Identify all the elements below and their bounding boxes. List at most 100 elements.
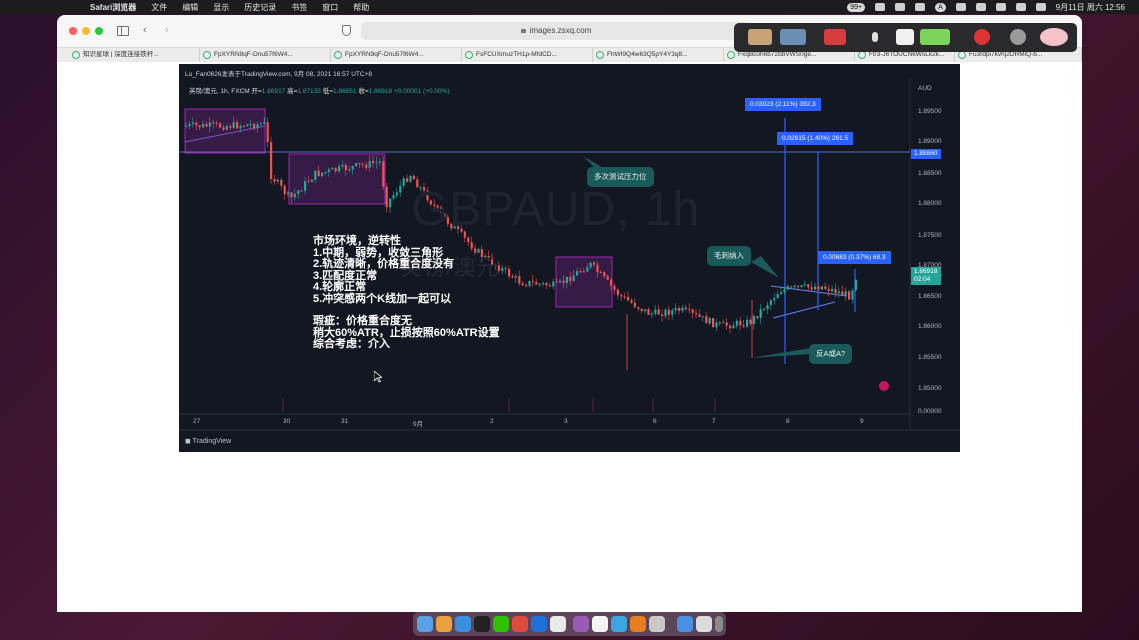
status-icon[interactable] xyxy=(895,3,906,11)
notes-icon[interactable] xyxy=(550,616,566,632)
candle-body xyxy=(545,282,548,286)
candle-body xyxy=(681,307,684,311)
candle-body xyxy=(773,298,776,301)
app-icon[interactable] xyxy=(611,616,627,632)
back-arrow-icon[interactable]: ‹ xyxy=(143,24,147,36)
candle-body xyxy=(623,296,626,298)
time-tick: 8 xyxy=(786,418,790,425)
gear-icon[interactable] xyxy=(1010,29,1026,45)
address-bar[interactable]: images.zsxq.com xyxy=(361,22,751,40)
tab-item[interactable]: FpXYRN9qF-Dnu57f6W4... xyxy=(331,48,462,62)
close-value: 1.86918 xyxy=(368,88,393,95)
candle-body xyxy=(416,179,419,188)
candle-body xyxy=(790,286,793,288)
callout-bubble[interactable]: 反A或A? xyxy=(809,344,853,364)
menu-bookmarks[interactable]: 书签 xyxy=(291,2,308,12)
candle-body xyxy=(800,285,803,287)
input-method-icon[interactable]: A xyxy=(935,2,946,12)
menu-file[interactable]: 文件 xyxy=(151,2,168,12)
candle-body xyxy=(263,121,266,124)
highlighter-tool-icon[interactable] xyxy=(920,29,950,45)
tab-item[interactable]: FpXYRN9qF-Dnu57f6W4... xyxy=(200,48,331,62)
note-line: 稍大60%ATR，止损按照60%ATR设置 xyxy=(313,326,500,339)
callout-bubble[interactable]: 毛刺纳入 xyxy=(707,246,751,266)
search-icon[interactable] xyxy=(1015,3,1026,11)
privacy-shield-icon[interactable] xyxy=(342,25,351,36)
whiteboard-icon[interactable] xyxy=(896,29,914,45)
candle-body xyxy=(596,264,599,273)
candle-body xyxy=(419,187,422,189)
tv-brand: TradingView xyxy=(192,438,232,445)
measure-label[interactable]: 0.02615 (1.40%) 261.5 xyxy=(777,132,854,145)
tab-item[interactable]: FsFCUXmuzTH1p-MfdCD... xyxy=(462,48,593,62)
trash-icon[interactable] xyxy=(715,616,723,632)
candle-body xyxy=(661,314,664,317)
minimize-window-icon[interactable] xyxy=(82,27,90,35)
tab-item[interactable]: FxqBcoh6b72bbVWS0ge... xyxy=(724,48,855,62)
wechat-icon[interactable] xyxy=(493,616,509,632)
app-icon[interactable] xyxy=(630,616,646,632)
menu-window[interactable]: 窗口 xyxy=(322,2,339,12)
price-chart-canvas[interactable] xyxy=(179,64,960,452)
qq-icon[interactable] xyxy=(474,616,490,632)
note-line: 综合考虑：介入 xyxy=(313,338,390,350)
menu-history[interactable]: 历史记录 xyxy=(244,2,277,12)
cartoon-avatar-icon[interactable] xyxy=(1040,28,1068,46)
app-icon[interactable] xyxy=(573,616,589,632)
candle-body xyxy=(633,302,636,308)
note-line: 2.轨迹清晰，价格重合度没有 xyxy=(313,258,455,270)
triangle-line xyxy=(770,285,848,297)
wifi-icon[interactable] xyxy=(995,3,1006,11)
sidebar-toggle-icon[interactable] xyxy=(117,26,129,36)
menu-app-name[interactable]: Safari浏览器 xyxy=(90,2,137,12)
menubar-clock[interactable]: 9月11日 周六 12:56 xyxy=(1055,2,1125,12)
menu-help[interactable]: 帮助 xyxy=(353,2,370,12)
forward-arrow-icon[interactable]: › xyxy=(165,24,169,36)
chrome-icon[interactable] xyxy=(512,616,528,632)
candle-body xyxy=(484,255,487,258)
measure-label[interactable]: 0.00683 (0.37%) 68.3 xyxy=(818,251,891,264)
text-tool-icon[interactable] xyxy=(780,29,806,45)
menu-view[interactable]: 显示 xyxy=(213,2,230,12)
candle-body xyxy=(293,193,296,198)
last-price-value: 1.86918 xyxy=(914,268,938,275)
notion-icon[interactable] xyxy=(592,616,608,632)
pointer-tool-icon[interactable] xyxy=(872,32,878,42)
preview-icon[interactable] xyxy=(649,616,665,632)
candle-body xyxy=(392,195,395,199)
candle-body xyxy=(426,190,429,201)
volume-icon[interactable] xyxy=(915,3,926,11)
control-center-icon[interactable] xyxy=(1035,3,1046,11)
candle-body xyxy=(531,280,534,283)
notification-badge[interactable]: 99+ xyxy=(847,2,866,12)
candle-body xyxy=(664,309,667,317)
candle-body xyxy=(460,229,463,232)
downloads-icon[interactable] xyxy=(677,616,693,632)
safari-icon[interactable] xyxy=(455,616,471,632)
launchpad-icon[interactable] xyxy=(436,616,452,632)
status-icon[interactable] xyxy=(875,3,886,11)
menu-edit[interactable]: 编辑 xyxy=(182,2,199,12)
battery-icon[interactable] xyxy=(975,3,986,11)
finder-icon[interactable] xyxy=(417,616,433,632)
tab-item[interactable]: 知识星球 | 深度连接铁杆... xyxy=(69,48,200,62)
zoom-window-icon[interactable] xyxy=(95,27,103,35)
close-window-icon[interactable] xyxy=(69,27,77,35)
currency-label: AUD xyxy=(918,85,932,92)
candle-body xyxy=(746,319,749,327)
price-tick: 1.87500 xyxy=(918,232,942,239)
candle-body xyxy=(525,285,528,287)
app-icon[interactable] xyxy=(531,616,547,632)
pen-tool-icon[interactable] xyxy=(748,29,772,45)
tradingview-chart[interactable]: GBPAUD, 1h 英镑/澳元 Lu_Fan0626发表于TradingView… xyxy=(179,64,960,452)
bluetooth-icon[interactable] xyxy=(955,3,966,11)
note-line: 市场环境，逆转性 xyxy=(313,235,401,247)
shape-tool-icon[interactable] xyxy=(824,29,846,45)
documents-icon[interactable] xyxy=(696,616,712,632)
candle-body xyxy=(786,286,789,290)
callout-bubble[interactable]: 多次测试压力位 xyxy=(587,167,654,187)
price-tick: 0.00000 xyxy=(918,408,942,415)
tab-item[interactable]: FhWI9Q4w63Q5pY4Y3q8... xyxy=(593,48,724,62)
record-icon[interactable] xyxy=(974,29,990,45)
measure-label[interactable]: 0.03923 (2.11%) 392.3 xyxy=(745,98,821,111)
